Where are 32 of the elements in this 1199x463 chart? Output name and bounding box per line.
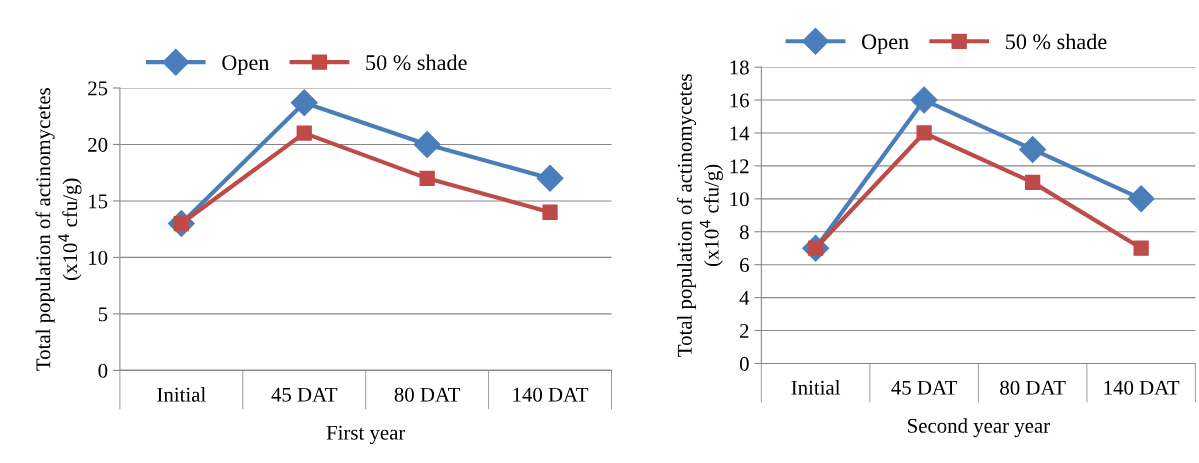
y-axis-title: Total population of actinomycetes (x10$^{4}$ cfu/g) [35,88,82,371]
x-tick-label: 140 DAT [513,387,589,402]
y-tick-label: 10 [730,192,749,207]
x-tick-label: 45 DAT [271,387,338,402]
y-tick-label: 16 [730,93,749,108]
y-tick-label: 2 [740,323,749,338]
y-tick-label: 20 [88,137,108,152]
y-tick-label: 12 [730,159,749,174]
x-tick-label: 45 DAT [891,380,958,395]
y-tick-label: 25 [88,81,108,96]
y-tick-label: 15 [89,194,108,209]
legend-label: Open [861,34,909,54]
x-axis-title: First year [326,425,406,445]
y-tick-label: 0 [98,363,108,378]
legend-label: 50 % shade [366,54,467,71]
x-tick-label: Initial [791,380,841,395]
y-tick-label: 6 [740,258,749,273]
legend-label: 50 % shade [1006,33,1107,50]
y-tick-label: 18 [730,60,749,75]
x-tick-label: 140 DAT [1104,380,1180,395]
y-tick-label: 14 [730,126,750,141]
y-axis-title: Total population of actinomycetes (x10$^{4}$ cfu/g) [676,74,723,357]
y-tick-label: 10 [89,250,108,265]
x-tick-label: Initial [157,387,206,402]
x-tick-label: 80 DAT [1000,380,1066,395]
legend-label: Open [222,55,270,75]
y-tick-label: 4 [739,291,750,305]
y-tick-label: 5 [98,307,108,322]
y-tick-label: 0 [739,356,749,371]
x-axis-title: Second year year [908,418,1050,438]
y-tick-label: 8 [739,225,749,240]
x-tick-label: 80 DAT [394,387,461,402]
